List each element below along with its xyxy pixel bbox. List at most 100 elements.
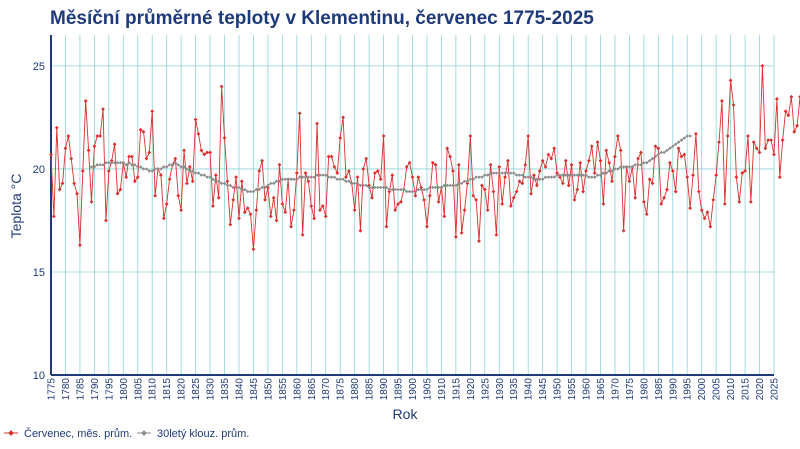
x-tick-1895: 1895 [394,378,405,401]
point-monthly-1913 [448,154,452,159]
point-rolling-1962 [590,175,594,179]
point-rolling-1932 [503,171,507,175]
point-monthly-1785 [78,243,82,248]
point-monthly-2022 [763,146,768,151]
point-monthly-1782 [69,156,74,161]
point-monthly-1994 [682,152,687,157]
point-rolling-1930 [497,171,501,175]
point-rolling-1808 [144,167,149,171]
point-rolling-1824 [191,169,195,173]
point-monthly-1915 [453,235,458,239]
point-rolling-1915 [454,183,458,188]
point-monthly-1995 [685,175,690,180]
point-monthly-1869 [320,204,325,208]
point-monthly-1807 [141,129,146,134]
series-rolling [89,134,692,194]
point-monthly-2004 [711,197,716,202]
point-monthly-1928 [491,189,496,194]
point-rolling-1821 [182,165,186,169]
point-rolling-1958 [578,173,582,177]
point-rolling-1873 [332,175,337,179]
point-monthly-1834 [219,84,224,89]
point-rolling-1876 [341,177,345,181]
point-monthly-1951 [558,175,562,180]
point-rolling-1961 [587,175,591,179]
point-monthly-1932 [503,175,507,180]
point-monthly-1801 [124,175,129,180]
x-tick-1855: 1855 [278,378,289,401]
x-tick-1825: 1825 [191,378,202,401]
point-rolling-1885 [367,185,371,190]
point-rolling-1856 [283,177,287,181]
point-rolling-1799 [118,161,123,165]
point-monthly-1824 [190,179,195,184]
legend-swatch-monthly-marker [8,430,14,436]
point-rolling-1903 [419,187,423,192]
point-rolling-1881 [355,181,360,186]
point-monthly-1992 [676,146,681,151]
x-tick-2015: 2015 [741,378,752,401]
point-monthly-1841 [239,179,244,184]
x-tick-1840: 1840 [234,378,245,401]
point-rolling-1995 [685,134,689,138]
point-rolling-1890 [381,185,386,190]
x-tick-1845: 1845 [249,378,260,401]
point-monthly-1805 [135,175,140,180]
point-monthly-1859 [292,208,296,213]
point-monthly-2011 [731,103,736,107]
point-monthly-1848 [260,158,265,163]
point-monthly-1997 [691,173,695,178]
point-monthly-1796 [109,158,114,163]
point-rolling-1879 [350,181,354,186]
point-monthly-1955 [569,162,574,167]
x-tick-1815: 1815 [162,378,173,401]
point-rolling-1937 [517,173,522,177]
point-rolling-1862 [300,175,305,179]
point-rolling-1945 [540,177,545,181]
point-rolling-1802 [127,161,131,165]
point-monthly-2019 [754,146,759,151]
point-rolling-1902 [416,187,420,192]
point-monthly-2021 [760,64,765,68]
point-monthly-2031 [789,94,794,99]
point-monthly-1809 [147,150,152,155]
point-rolling-1953 [564,173,568,177]
y-tick-labels: 10 15 20 25 [33,61,45,382]
x-tick-1780: 1780 [61,378,72,401]
point-rolling-1991 [673,142,678,146]
point-rolling-1878 [347,179,351,184]
point-rolling-1795 [107,161,111,165]
x-tick-1820: 1820 [177,378,188,401]
x-tick-1870: 1870 [321,378,332,401]
point-rolling-1894 [393,187,397,192]
point-monthly-1819 [176,193,181,198]
point-rolling-1939 [523,175,527,179]
point-monthly-2005 [714,173,719,178]
point-monthly-1927 [488,162,493,167]
point-monthly-1887 [373,171,377,175]
point-rolling-1993 [679,138,684,142]
series-monthly [49,64,800,252]
point-monthly-1911 [442,214,447,219]
x-tick-1955: 1955 [567,378,578,401]
point-rolling-1836 [225,183,230,188]
point-monthly-1870 [323,214,328,219]
point-monthly-2024 [769,138,774,142]
point-monthly-1855 [280,202,285,206]
point-rolling-1813 [159,167,163,171]
point-monthly-1961 [587,158,591,163]
point-monthly-1917 [459,230,464,235]
point-rolling-1843 [245,189,250,194]
point-rolling-1854 [277,179,282,184]
point-rolling-1789 [89,165,94,169]
x-tick-1915: 1915 [451,378,462,401]
point-monthly-1821 [182,148,186,153]
point-rolling-1812 [156,167,160,171]
point-monthly-1852 [271,195,276,200]
point-rolling-1830 [208,175,212,179]
point-rolling-1943 [535,177,539,181]
point-monthly-1832 [213,173,218,178]
x-tick-1850: 1850 [263,378,274,401]
point-monthly-2002 [705,210,710,215]
point-monthly-1896 [399,200,403,204]
